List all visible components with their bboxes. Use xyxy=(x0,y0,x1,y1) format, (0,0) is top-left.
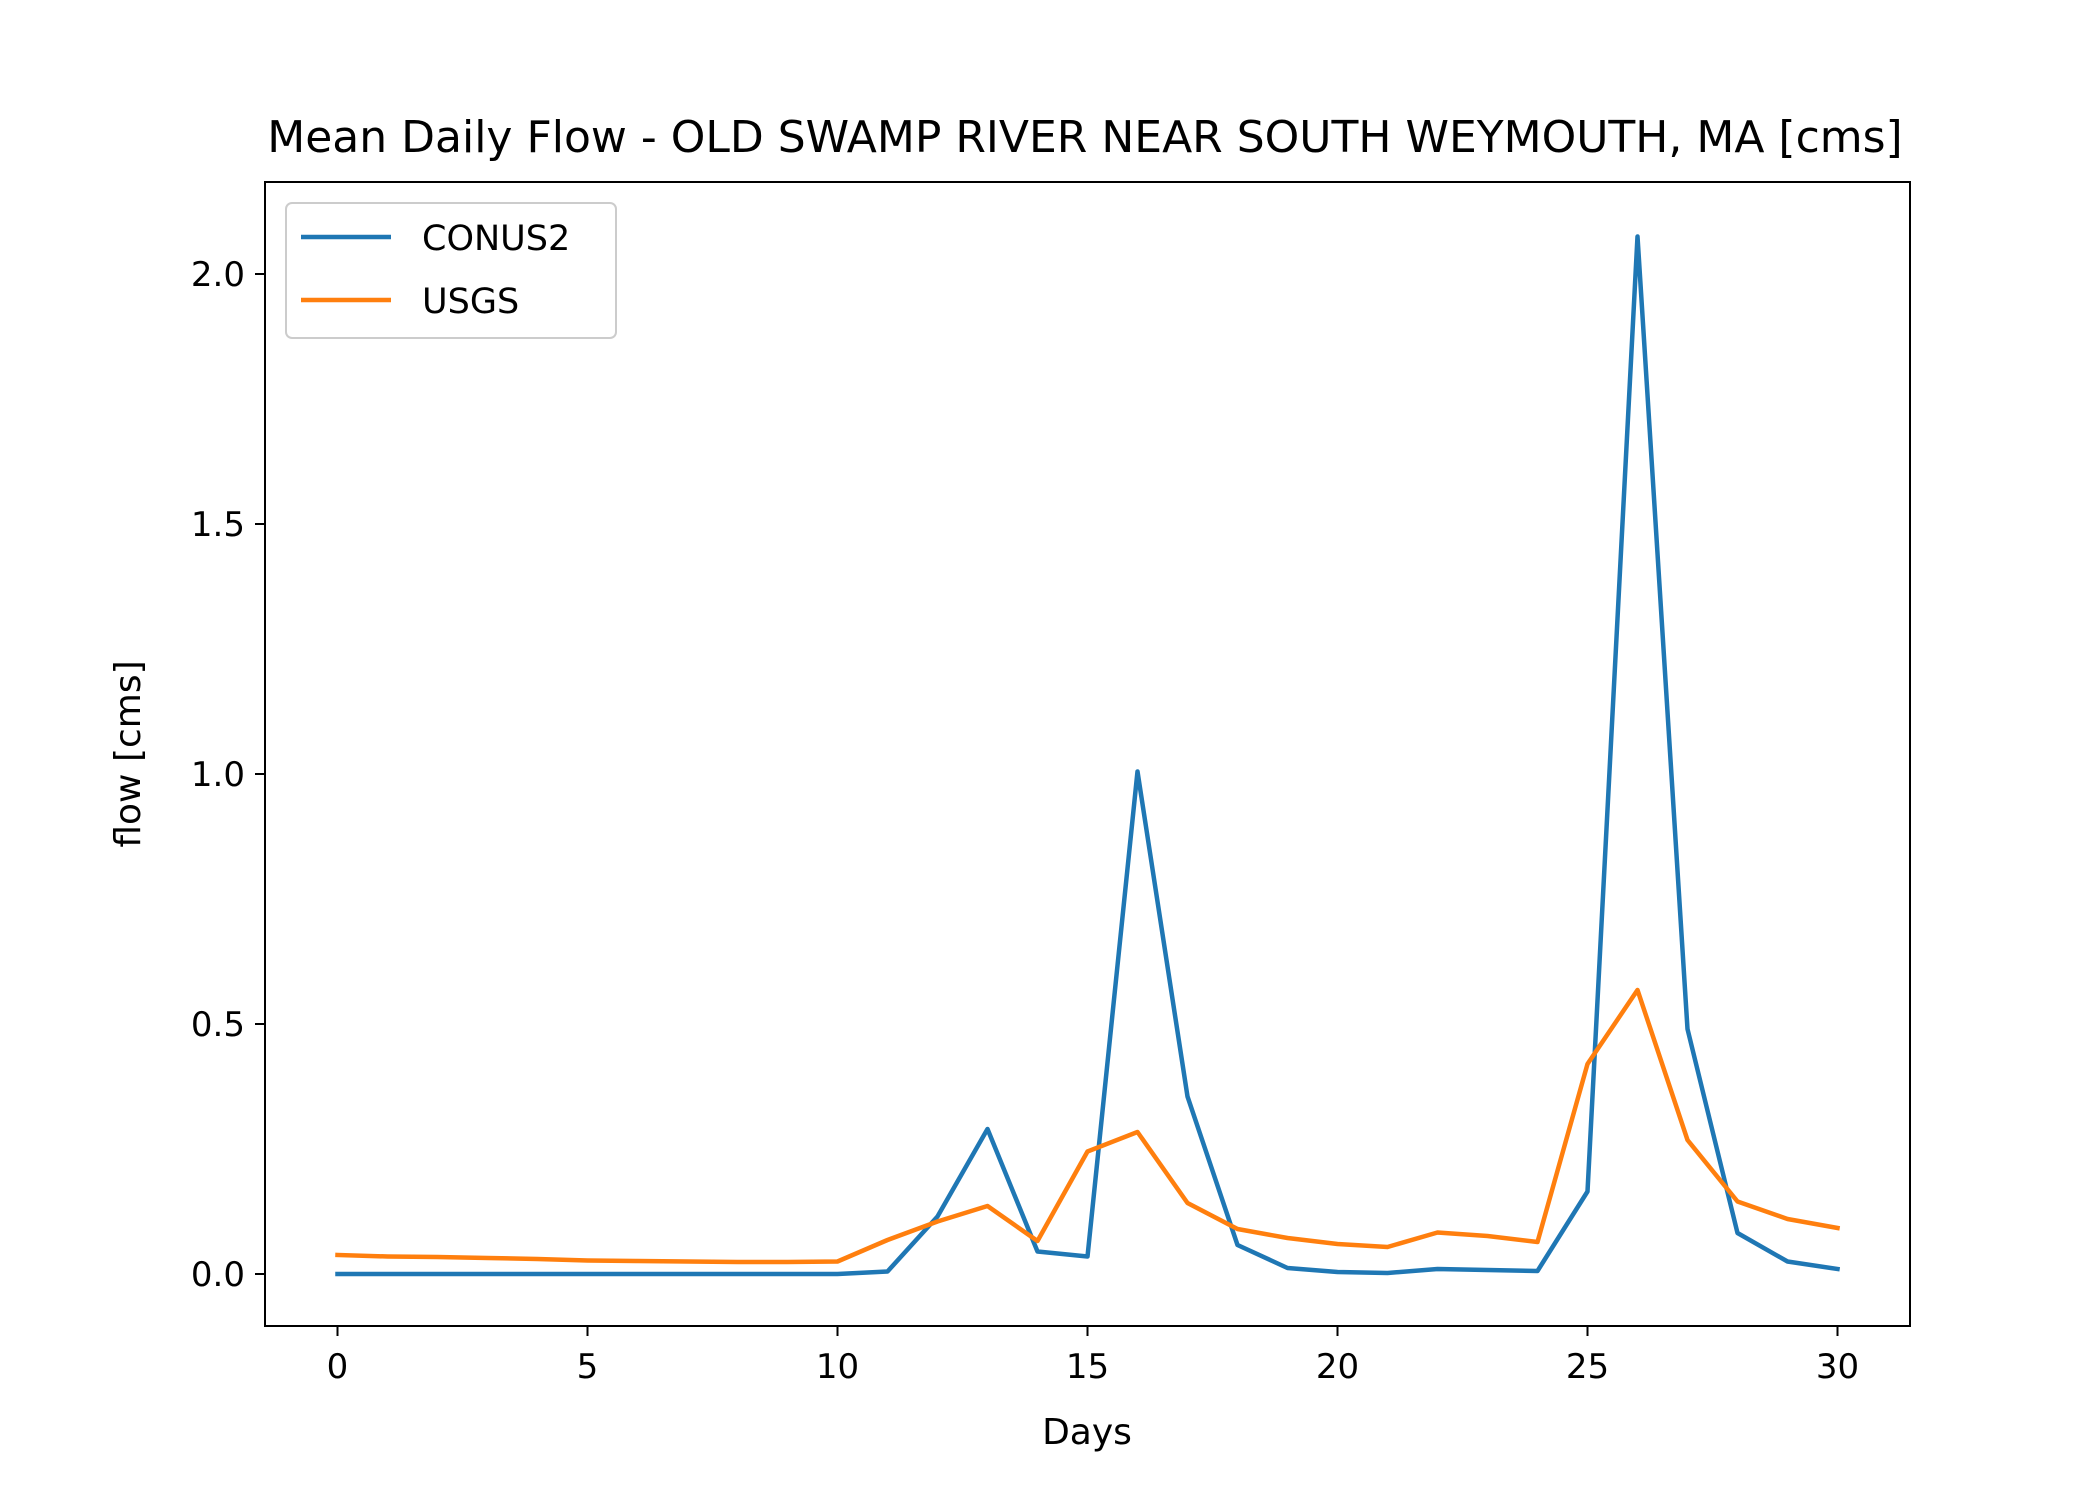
x-tick-label: 30 xyxy=(1816,1347,1859,1387)
x-tick-label: 5 xyxy=(577,1347,599,1387)
x-tick-label: 25 xyxy=(1566,1347,1609,1387)
y-axis-label: flow [cms] xyxy=(108,660,149,847)
y-tick-label: 1.0 xyxy=(191,755,245,795)
x-tick-label: 20 xyxy=(1316,1347,1359,1387)
y-tick-label: 1.5 xyxy=(191,505,245,545)
legend-label-usgs: USGS xyxy=(422,282,519,322)
legend: CONUS2 USGS xyxy=(285,202,617,339)
x-axis-label: Days xyxy=(1042,1412,1132,1453)
series-line-usgs xyxy=(335,987,1841,1265)
legend-label-conus2: CONUS2 xyxy=(422,219,570,259)
y-tick-label: 0.5 xyxy=(191,1005,245,1045)
x-tick-label: 10 xyxy=(816,1347,859,1387)
y-tick-label: 2.0 xyxy=(191,255,245,295)
x-tick-label: 15 xyxy=(1066,1347,1109,1387)
plot-frame xyxy=(264,181,1911,1327)
series-line-conus2 xyxy=(335,234,1841,1277)
y-tick-label: 0.0 xyxy=(191,1255,245,1295)
x-tick-label: 0 xyxy=(327,1347,349,1387)
plot-area xyxy=(265,182,1910,1326)
chart-title: Mean Daily Flow - OLD SWAMP RIVER NEAR S… xyxy=(267,112,1902,163)
